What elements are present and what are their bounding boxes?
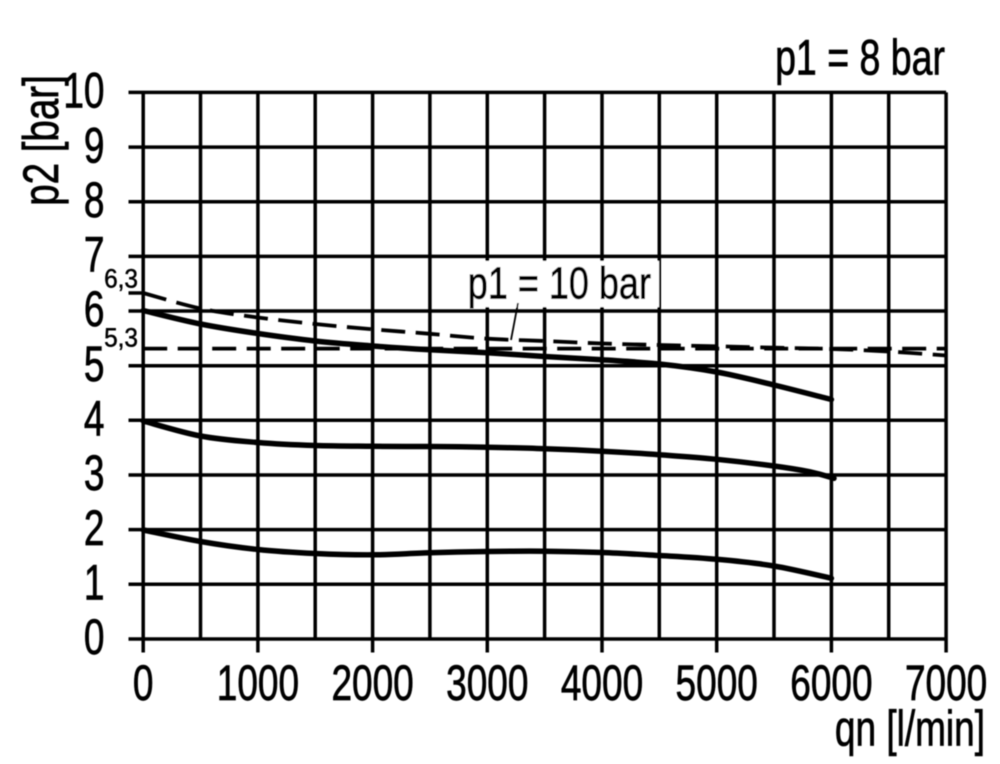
svg-text:qn [l/min]: qn [l/min] xyxy=(835,701,985,757)
svg-text:1000: 1000 xyxy=(217,655,299,711)
svg-text:5000: 5000 xyxy=(676,655,758,711)
svg-text:5: 5 xyxy=(84,336,105,392)
svg-text:3: 3 xyxy=(84,445,105,501)
svg-text:6000: 6000 xyxy=(790,655,872,711)
svg-text:0: 0 xyxy=(133,655,154,711)
svg-text:7000: 7000 xyxy=(905,655,987,711)
svg-text:3000: 3000 xyxy=(446,655,528,711)
svg-text:2000: 2000 xyxy=(331,655,413,711)
svg-text:4000: 4000 xyxy=(561,655,643,711)
svg-text:10: 10 xyxy=(63,63,104,119)
svg-text:0: 0 xyxy=(84,609,105,665)
svg-text:2: 2 xyxy=(84,500,105,556)
svg-text:4: 4 xyxy=(84,391,105,447)
svg-text:7: 7 xyxy=(84,227,105,283)
svg-text:9: 9 xyxy=(84,117,105,173)
svg-text:6: 6 xyxy=(84,281,105,337)
svg-text:5,3: 5,3 xyxy=(104,322,138,352)
svg-text:p1 = 8 bar: p1 = 8 bar xyxy=(775,30,945,86)
svg-text:8: 8 xyxy=(84,172,105,228)
svg-text:p2 [bar]: p2 [bar] xyxy=(13,75,69,206)
svg-text:6,3: 6,3 xyxy=(104,263,138,293)
svg-text:p1 = 10 bar: p1 = 10 bar xyxy=(468,258,651,309)
svg-text:1: 1 xyxy=(84,555,105,611)
